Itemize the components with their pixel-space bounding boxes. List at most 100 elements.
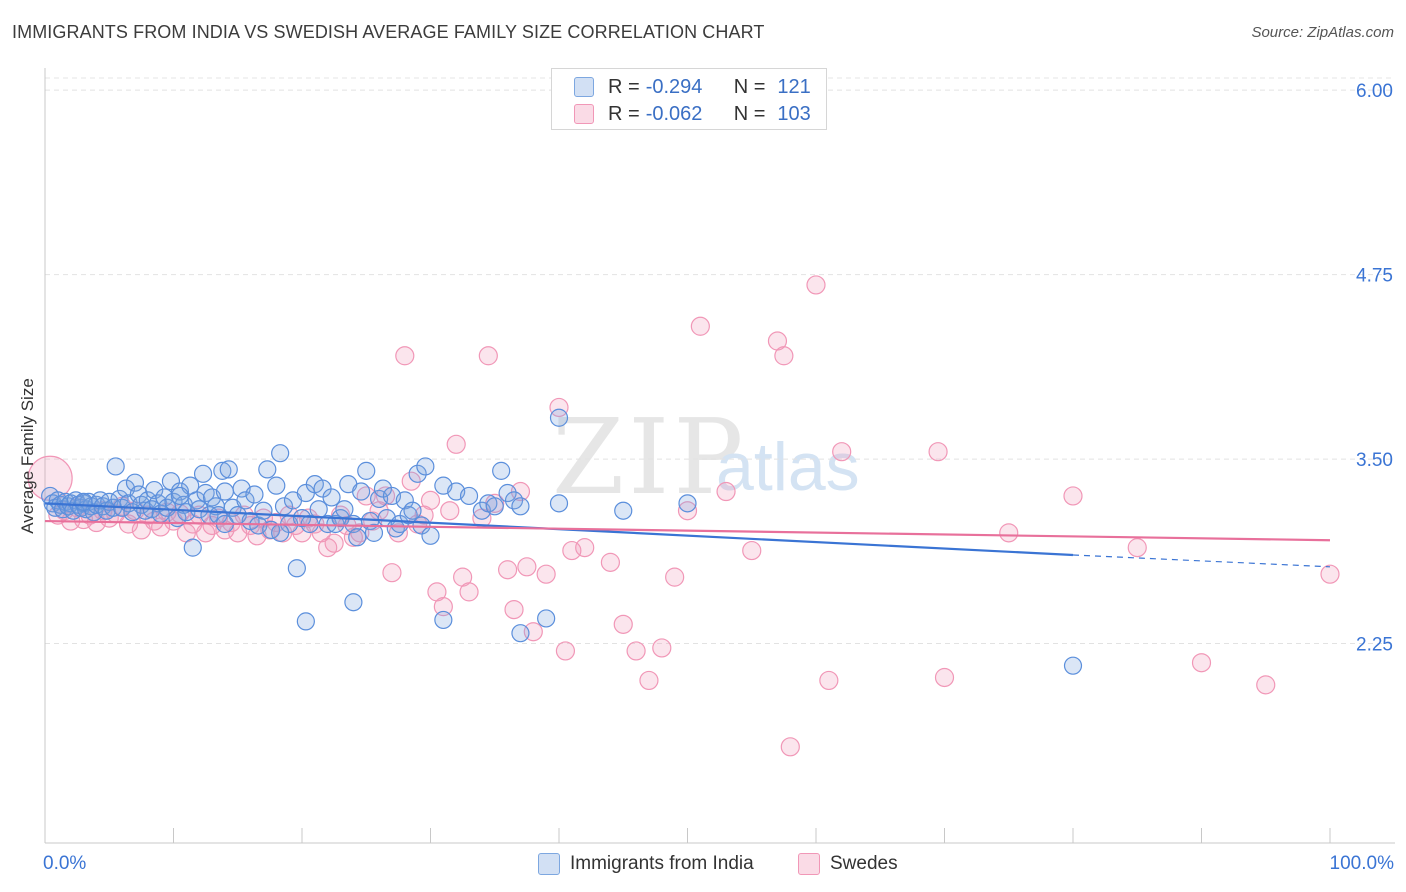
legend-swatch-swedes [574, 104, 594, 124]
swedes-point [928, 442, 948, 462]
legend-r-label: R = [608, 102, 640, 125]
india-point [193, 464, 213, 483]
india-point [258, 460, 277, 479]
chart-title: IMMIGRANTS FROM INDIA VS SWEDISH AVERAGE… [12, 22, 765, 42]
swedes-point [665, 567, 685, 587]
india-point [459, 486, 479, 506]
bottom-legend-swatch-india [538, 853, 560, 875]
swedes-point [395, 346, 415, 366]
swedes-point [498, 560, 518, 580]
india-point [296, 612, 315, 631]
india-point [74, 492, 93, 511]
swedes-point [652, 638, 672, 658]
swedes-point [999, 523, 1019, 543]
india-point [322, 488, 341, 507]
india-point [492, 461, 511, 480]
india-point [511, 497, 530, 516]
india-point [614, 501, 633, 520]
india-point [357, 461, 376, 480]
india-point [215, 482, 234, 501]
swedes-point [478, 346, 498, 366]
india-point [344, 593, 363, 612]
legend-n-label: N = [733, 102, 766, 125]
swedes-point [1191, 653, 1212, 673]
x-tick-label: 100.0% [1330, 853, 1395, 874]
swedes-point [350, 523, 370, 543]
swedes-point [600, 552, 621, 572]
watermark-atlas: atlas [716, 429, 860, 505]
india-point [213, 461, 232, 480]
y-tick-label: 2.25 [1356, 635, 1393, 656]
bottom-legend-swatch-swedes [798, 853, 820, 875]
swedes-point [459, 582, 479, 602]
swedes-point [536, 564, 556, 584]
swedes-point [555, 641, 576, 661]
india-point [549, 494, 569, 513]
swedes-point [575, 538, 595, 558]
india-point [271, 444, 290, 463]
swedes-point [639, 670, 659, 691]
india-point [245, 485, 264, 504]
india-point [498, 483, 517, 503]
swedes-point [677, 501, 698, 521]
swedes-point [382, 563, 402, 583]
swedes-point [626, 641, 646, 661]
swedes-point [1256, 675, 1276, 695]
legend-row-swedes: R = -0.062 N = 103 [574, 102, 811, 126]
india-point [416, 457, 435, 476]
swedes-point [774, 346, 794, 366]
legend-n-value-swedes: 103 [777, 102, 811, 125]
y-axis-label: Average Family Size [18, 378, 37, 534]
swedes-point [549, 397, 569, 418]
swedes-point [504, 599, 524, 620]
swedes-point [27, 455, 73, 501]
india-point [434, 610, 453, 630]
swedes-point [1320, 564, 1340, 584]
swedes-point [690, 316, 710, 336]
swedes-point [613, 614, 633, 634]
india-point [335, 500, 354, 519]
swedes-point [433, 597, 453, 617]
stats-legend: R = -0.294 N = 121 R = -0.062 N = 103 [551, 68, 827, 130]
india-point [511, 624, 530, 643]
watermark-zip: ZIP [552, 396, 748, 518]
swedes-point [716, 481, 736, 502]
legend-r-value-india: -0.294 [645, 75, 703, 98]
bottom-legend-swedes: Swedes [798, 852, 898, 876]
india-point [421, 526, 440, 545]
swedes-point [806, 275, 826, 295]
india-point [403, 501, 422, 520]
x-tick-label: 0.0% [43, 853, 86, 874]
india-point [267, 476, 286, 495]
india-point [271, 523, 290, 542]
y-tick-label: 4.75 [1356, 266, 1393, 287]
india-point [549, 408, 569, 427]
y-tick-label: 6.00 [1356, 81, 1393, 102]
bottom-legend-label-india: Immigrants from India [570, 853, 754, 874]
india-point [408, 464, 427, 483]
legend-swatch-india [574, 77, 594, 97]
swedes-point [819, 670, 839, 691]
india-point [161, 472, 181, 491]
swedes-point [324, 533, 344, 553]
india-point [537, 609, 556, 628]
swedes-point [934, 667, 955, 688]
india-point [236, 491, 255, 510]
swedes-trendline [44, 519, 1331, 542]
india-point [254, 501, 273, 520]
india-point [170, 486, 190, 506]
legend-r-value-swedes: -0.062 [645, 102, 703, 125]
legend-n-label: N = [733, 75, 766, 98]
swedes-point [401, 471, 421, 491]
india-point [348, 528, 367, 547]
india-point [364, 523, 384, 542]
swedes-point [420, 490, 441, 510]
legend-r-label: R = [608, 75, 640, 98]
y-tick-label: 3.50 [1356, 450, 1393, 471]
swedes-point [446, 434, 466, 454]
legend-row-india: R = -0.294 N = 121 [574, 75, 811, 99]
bottom-legend-label-swedes: Swedes [830, 853, 898, 874]
india-point [485, 497, 504, 516]
legend-n-value-india: 121 [777, 75, 811, 98]
